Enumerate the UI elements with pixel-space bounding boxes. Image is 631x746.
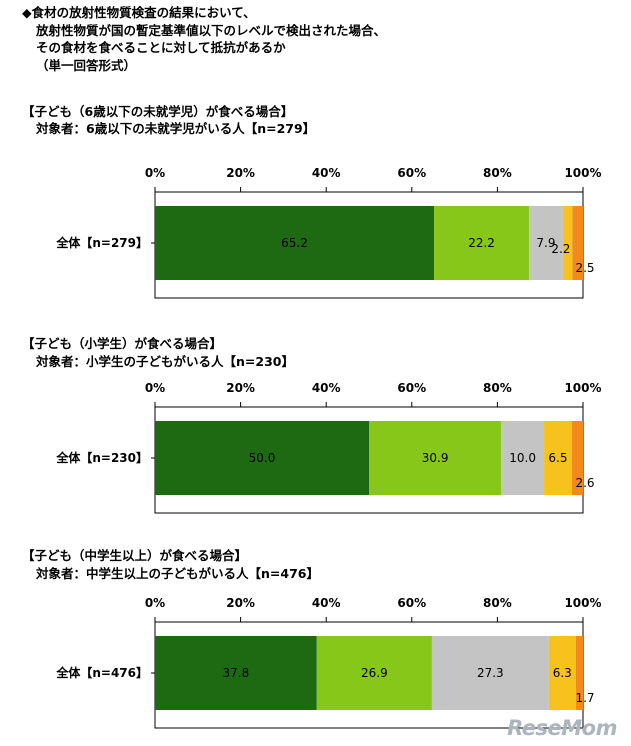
data-label: 2.5 xyxy=(575,261,594,275)
tick-label: 100% xyxy=(564,596,601,610)
data-label: 22.2 xyxy=(468,236,495,250)
data-label: 27.3 xyxy=(477,666,504,680)
tick-label: 0% xyxy=(145,166,165,180)
tick-label: 20% xyxy=(226,166,255,180)
bar-segment xyxy=(571,421,583,495)
section-title: 【子ども（6歳以下の未就学児）が食べる場合】 xyxy=(22,104,294,119)
bar-segment xyxy=(562,206,573,280)
data-label: 7.9 xyxy=(536,236,555,250)
bar-segment xyxy=(575,636,583,710)
category-label: 全体【n=230】 xyxy=(55,450,148,465)
tick-label: 0% xyxy=(145,596,165,610)
tick-label: 80% xyxy=(483,166,512,180)
header-line: 放射性物質が国の暫定基準値以下のレベルで検出された場合、 xyxy=(36,22,387,38)
bar-segment xyxy=(544,421,572,495)
data-label: 50.0 xyxy=(249,451,276,465)
data-label: 6.5 xyxy=(548,451,567,465)
tick-label: 40% xyxy=(312,381,341,395)
tick-label: 40% xyxy=(312,596,341,610)
bar-segment xyxy=(155,206,435,280)
tick-label: 60% xyxy=(397,166,426,180)
section-subtitle: 対象者：6歳以下の未就学児がいる人【n=279】 xyxy=(36,121,316,136)
tick-label: 60% xyxy=(397,381,426,395)
section-title: 【子ども（小学生）が食べる場合】 xyxy=(22,336,223,351)
tick-label: 100% xyxy=(564,381,601,395)
category-label: 全体【n=279】 xyxy=(55,235,148,250)
tick-label: 0% xyxy=(145,381,165,395)
data-label: 37.8 xyxy=(223,666,250,680)
data-label: 10.0 xyxy=(509,451,536,465)
bar-segment xyxy=(316,636,432,710)
tick-label: 20% xyxy=(226,596,255,610)
tick-label: 100% xyxy=(564,166,601,180)
tick-label: 80% xyxy=(483,596,512,610)
tick-label: 20% xyxy=(226,381,255,395)
header: ◆食材の放射性物質検査の結果において、 放射性物質が国の暫定基準値以下のレベルで… xyxy=(22,4,386,74)
bar-segment xyxy=(434,206,530,280)
stacked-bar-chart-3: 0% 20% 40% 60% 80% 100% 全体【n=476】 37.8 26.9 27.3 6… xyxy=(55,596,602,729)
bar-segment xyxy=(572,206,583,280)
data-label: 30.9 xyxy=(422,451,449,465)
section-subtitle: 対象者：小学生の子どもがいる人【n=230】 xyxy=(36,354,294,369)
tick-label: 60% xyxy=(397,596,426,610)
bar-segment xyxy=(369,421,502,495)
data-label: 6.3 xyxy=(553,666,572,680)
data-label: 2.2 xyxy=(551,242,570,256)
header-line: その食材を食べることに対して抵抗があるか xyxy=(36,40,286,55)
bar-segment xyxy=(501,421,545,495)
data-label: 26.9 xyxy=(361,666,388,680)
data-label: 65.2 xyxy=(281,236,308,250)
section-subtitle: 対象者：中学生以上の子どもがいる人【n=476】 xyxy=(36,566,319,581)
bar-segment xyxy=(155,636,317,710)
tick-label: 40% xyxy=(312,166,341,180)
data-label: 2.6 xyxy=(575,476,594,490)
category-label: 全体【n=476】 xyxy=(55,665,148,680)
bar-segment xyxy=(431,636,549,710)
data-label: 1.7 xyxy=(575,691,594,705)
stacked-bar-chart-1: 0% 20% 40% 60% 80% 100%全体【n=279】 65.2 22.2 7.92.… xyxy=(55,166,602,299)
stacked-bar-chart-2: 0% 20% 40% 60% 80% 100% 全体【n=230】 50.0 30.9 10.0 6… xyxy=(55,381,602,514)
header-line: （単一回答形式） xyxy=(36,57,137,73)
header-line: ◆食材の放射性物質検査の結果において、 xyxy=(22,5,256,20)
bar-segment xyxy=(548,636,576,710)
bar-segment xyxy=(155,421,369,495)
bar-segment xyxy=(529,206,563,280)
resemom-logo: ReseMom xyxy=(507,716,617,740)
tick-label: 80% xyxy=(483,381,512,395)
section-title: 【子ども（中学生以上）が食べる場合】 xyxy=(22,548,248,563)
